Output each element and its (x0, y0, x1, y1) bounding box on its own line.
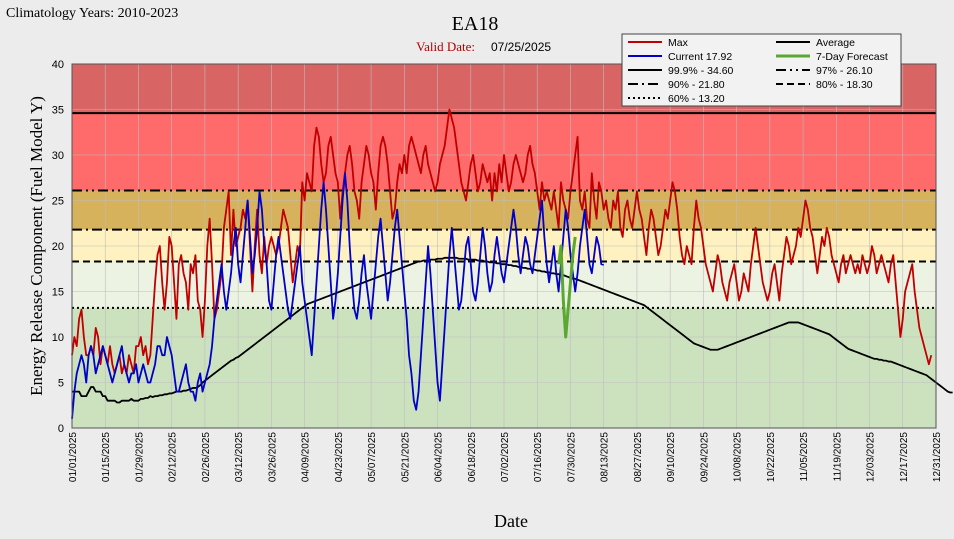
series-lines (71, 108, 953, 419)
x-tick-label: 06/18/2025 (467, 432, 478, 482)
x-tick-label: 10/22/2025 (766, 432, 777, 482)
legend-label: 99.9% - 34.60 (668, 65, 734, 77)
legend-label: Average (816, 37, 855, 49)
y-tick-label: 40 (52, 59, 64, 71)
series-line-forecast (557, 236, 577, 339)
x-tick-label: 07/16/2025 (533, 432, 544, 482)
x-tick-label: 07/30/2025 (567, 432, 578, 482)
series-line-average (72, 256, 953, 404)
legend-label: Current 17.92 (668, 51, 732, 63)
x-tick-label: 01/29/2025 (135, 432, 146, 482)
y-tick-label: 10 (52, 332, 64, 344)
legend-label: 97% - 26.10 (816, 65, 873, 77)
x-tick-label: 05/07/2025 (367, 432, 378, 482)
x-tick-label: 07/02/2025 (500, 432, 511, 482)
x-tick-label: 01/15/2025 (101, 432, 112, 482)
x-tick-label: 08/27/2025 (633, 432, 644, 482)
y-tick-label: 15 (52, 287, 64, 299)
x-tick-label: 02/12/2025 (168, 432, 179, 482)
x-tick-label: 12/17/2025 (899, 432, 910, 482)
plot-frame (71, 63, 937, 429)
series-line-current (71, 172, 604, 419)
x-tick-label: 12/31/2025 (932, 432, 943, 482)
climatology-years: Climatology Years: 2010-2023 (6, 6, 178, 21)
legend-label: 80% - 18.30 (816, 79, 873, 91)
y-tick-label: 5 (58, 378, 64, 390)
valid-date-value: 07/25/2025 (491, 40, 551, 54)
x-tick-label: 09/24/2025 (699, 432, 710, 482)
x-tick-label: 03/12/2025 (234, 432, 245, 482)
valid-date-label: Valid Date: (416, 39, 475, 54)
x-tick-label: 02/26/2025 (201, 432, 212, 482)
x-tick-label: 04/09/2025 (301, 432, 312, 482)
legend-label: 60% - 13.20 (668, 93, 725, 105)
y-tick-label: 30 (52, 150, 64, 162)
x-axis-label: Date (494, 511, 528, 531)
y-tick-labels: 0 5 10 15 20 25 30 35 40 (52, 59, 64, 435)
x-tick-label: 10/08/2025 (733, 432, 744, 482)
y-tick-label: 20 (52, 241, 64, 253)
x-tick-label: 08/13/2025 (600, 432, 611, 482)
x-tick-label: 11/19/2025 (832, 432, 843, 482)
y-tick-label: 0 (58, 423, 64, 435)
x-tick-label: 06/04/2025 (434, 432, 445, 482)
x-tick-label: 11/05/2025 (799, 432, 810, 482)
x-tick-label: 12/03/2025 (866, 432, 877, 482)
x-tick-label: 01/01/2025 (68, 432, 79, 482)
x-tick-label: 03/26/2025 (267, 432, 278, 482)
x-tick-label: 04/23/2025 (334, 432, 345, 482)
y-tick-label: 25 (52, 196, 64, 208)
legend-label: Max (668, 37, 689, 49)
x-tick-label: 09/10/2025 (666, 432, 677, 482)
legend-box (621, 33, 902, 107)
legend-items: Max Average Current 17.92 7-Day Forecast 99.… (628, 37, 888, 105)
chart-title: EA18 (452, 13, 499, 35)
x-tick-labels: 01/01/2025 01/15/2025 01/29/2025 02/12/2025… (68, 432, 943, 482)
x-tick-label: 05/21/2025 (400, 432, 411, 482)
y-axis-label: Energy Release Component (Fuel Model Y) (27, 96, 46, 396)
legend-label: 90% - 21.80 (668, 79, 725, 91)
legend: Max Average Current 17.92 7-Day Forecast 99.… (621, 33, 902, 107)
legend-label: 7-Day Forecast (816, 51, 888, 63)
y-tick-label: 35 (52, 105, 64, 117)
